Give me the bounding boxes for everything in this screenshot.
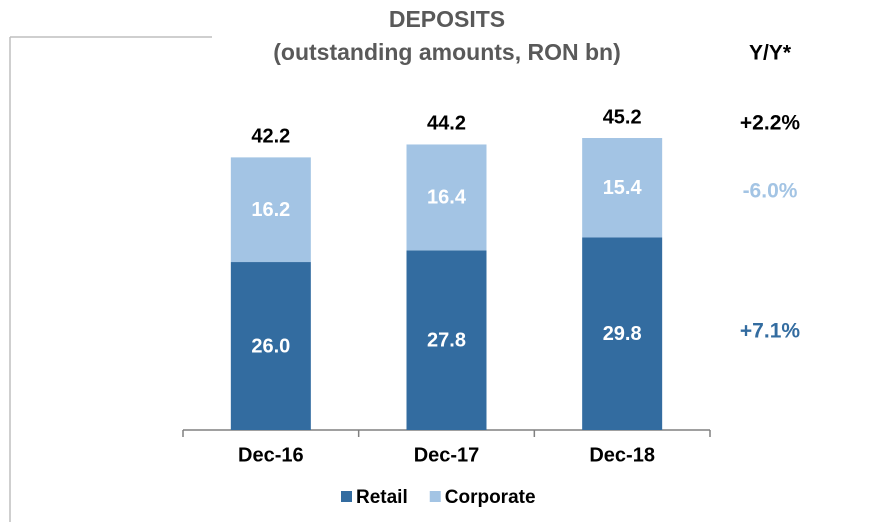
- x-tick-label: Dec-16: [238, 444, 304, 466]
- bar-value-label: 27.8: [427, 329, 466, 351]
- bar-value-label: 29.8: [603, 323, 642, 345]
- bar-value-label: 16.4: [427, 187, 467, 209]
- chart-title: DEPOSITS: [389, 6, 505, 32]
- annotation: +7.1%: [740, 320, 800, 343]
- annotation: Y/Y*: [749, 42, 792, 65]
- bar-segment: [582, 237, 663, 430]
- bar-segment: [406, 144, 487, 251]
- annotation: -6.0%: [743, 180, 798, 203]
- chart-subtitle: (outstanding amounts, RON bn): [273, 39, 621, 65]
- legend-swatch: [341, 491, 352, 502]
- total-label: 42.2: [251, 126, 290, 148]
- bar-segment: [230, 262, 311, 430]
- bar-value-label: 26.0: [251, 335, 290, 357]
- bar-value-label: 15.4: [603, 177, 643, 199]
- x-tick-label: Dec-18: [589, 444, 655, 466]
- bar-segment: [230, 157, 311, 263]
- bar-value-label: 16.2: [251, 199, 290, 221]
- legend-swatch: [429, 491, 441, 502]
- bar-segment: [582, 138, 663, 238]
- legend-label: Retail: [356, 487, 408, 508]
- bar-segment: [406, 250, 487, 430]
- annotation: +2.2%: [740, 112, 800, 135]
- x-tick-label: Dec-17: [414, 444, 480, 466]
- total-label: 45.2: [603, 106, 642, 128]
- total-label: 44.2: [427, 113, 466, 135]
- legend-label: Corporate: [445, 487, 536, 508]
